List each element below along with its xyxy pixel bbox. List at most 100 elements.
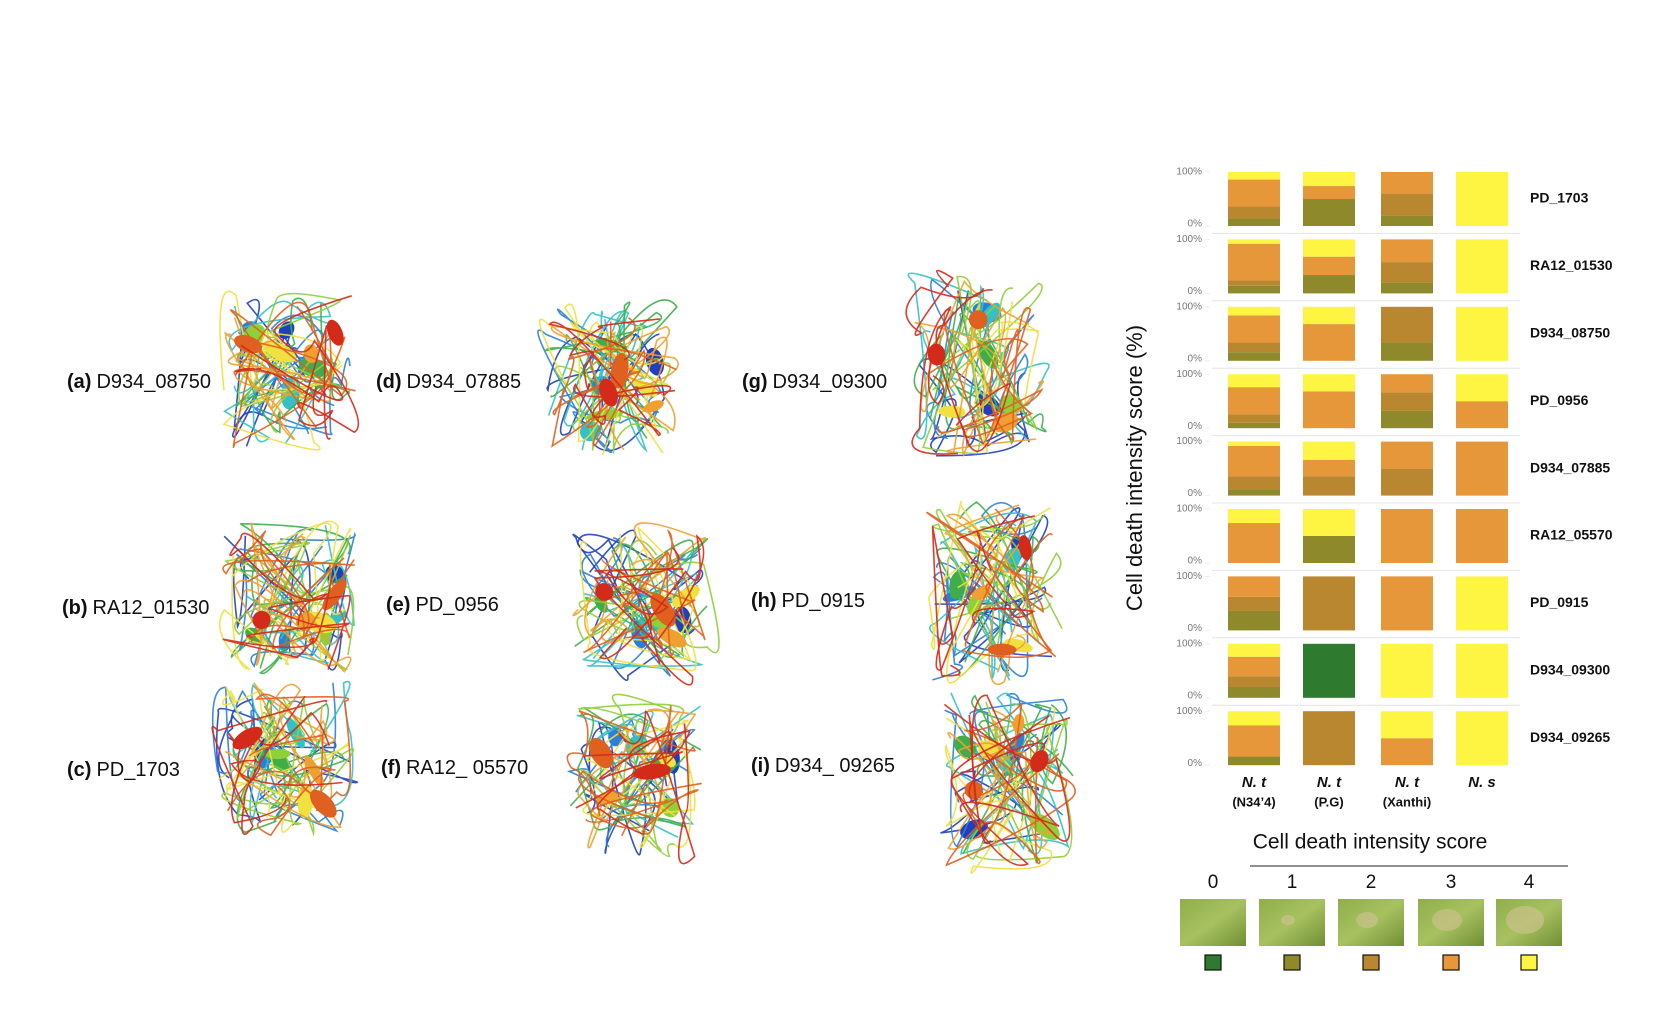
legend-score: 4: [1524, 872, 1535, 893]
protein-coil: [594, 568, 684, 665]
bar-segment: [1303, 576, 1355, 631]
panel-name: RA12_ 05570: [406, 757, 528, 779]
protein-structure: [572, 522, 720, 686]
bar-segment: [1456, 509, 1508, 563]
y-tick-label: 100%: [1176, 301, 1202, 312]
protein-coil: [944, 744, 1050, 828]
protein-helix: [252, 610, 271, 630]
panel-label: (d) D934_07885: [376, 371, 521, 393]
protein-helix: [322, 579, 347, 611]
protein-coil: [905, 269, 985, 336]
protein-coil: [229, 532, 330, 626]
bar-segment: [1381, 643, 1433, 698]
panel-letter: (d): [376, 371, 402, 393]
bar-segment: [1381, 711, 1433, 739]
protein-coil: [246, 594, 351, 670]
protein-coil: [945, 513, 1045, 673]
bar-segment: [1456, 374, 1508, 402]
y-tick-label: 0%: [1188, 758, 1203, 769]
bar-segment: [1228, 352, 1280, 361]
bar-segment: [1303, 459, 1355, 477]
row-label: PD_1703: [1530, 190, 1589, 206]
bar-segment: [1381, 738, 1433, 766]
protein-coil: [242, 588, 352, 673]
panel-label: (i) D934_ 09265: [751, 755, 895, 777]
protein-coil: [630, 708, 697, 752]
bar-segment: [1303, 324, 1355, 361]
y-tick-label: 0%: [1188, 219, 1203, 230]
protein-coil: [630, 561, 720, 654]
protein-helix: [657, 627, 687, 648]
protein-coil: [256, 766, 336, 837]
panel-letter: (c): [67, 759, 91, 781]
protein-coil: [297, 325, 334, 440]
protein-coil: [956, 515, 1036, 625]
bar-segment: [1228, 676, 1280, 687]
bar-segment: [1303, 536, 1355, 563]
panel-name: D934_ 09265: [775, 755, 895, 777]
panel-name: PD_1703: [96, 759, 179, 781]
protein-coil: [962, 736, 1042, 865]
protein-helix: [599, 378, 618, 407]
panel-name: PD_0915: [782, 590, 865, 612]
panel-name: D934_09300: [773, 371, 888, 393]
protein-coil: [964, 701, 1068, 839]
protein-coil: [238, 530, 355, 640]
panel-letter: (h): [751, 590, 777, 612]
protein-helix: [927, 343, 946, 366]
protein-structure: [940, 692, 1076, 874]
protein-coil: [551, 348, 646, 448]
y-tick-label: 0%: [1188, 353, 1203, 364]
legend-score: 2: [1366, 872, 1377, 893]
leaf-lesion: [1356, 912, 1378, 928]
protein-coil: [246, 557, 351, 650]
bar-segment: [1228, 656, 1280, 677]
bar-segment: [1456, 643, 1508, 698]
protein-coil: [211, 695, 328, 835]
protein-coil: [577, 770, 702, 829]
y-tick-label: 0%: [1188, 421, 1203, 432]
panel-name: RA12_01530: [93, 597, 210, 619]
protein-coil: [931, 525, 961, 678]
protein-coil: [215, 707, 351, 824]
bar-segment: [1381, 262, 1433, 283]
protein-helix: [672, 585, 700, 608]
protein-coil: [233, 523, 351, 597]
panel-label: (e) PD_0956: [386, 594, 499, 616]
bar-segment: [1381, 215, 1433, 226]
protein-structure: [926, 500, 1063, 686]
bar-segment: [1228, 422, 1280, 429]
protein-coil: [585, 705, 699, 837]
bar-segment: [1381, 392, 1433, 411]
y-tick-label: 0%: [1188, 556, 1203, 567]
bar-segment: [1381, 374, 1433, 393]
protein-coil: [224, 317, 314, 441]
x-tick-sublabel: (P.G): [1314, 794, 1343, 809]
protein-coil: [937, 358, 1044, 438]
protein-coil: [254, 693, 352, 812]
protein-coil: [950, 716, 1071, 867]
protein-coil: [596, 729, 692, 836]
protein-structure: [219, 290, 360, 451]
bar-segment: [1228, 711, 1280, 726]
protein-coil: [238, 683, 343, 828]
panel-letter: (b): [62, 597, 88, 619]
bar-segment: [1381, 441, 1433, 469]
protein-coil: [958, 530, 1040, 677]
bar-segment: [1303, 441, 1355, 460]
protein-coil: [621, 552, 675, 656]
protein-coil: [959, 694, 1060, 828]
legend-swatch: [1520, 954, 1538, 971]
protein-coil: [234, 689, 339, 833]
x-tick-sublabel: (N34’4): [1232, 794, 1275, 809]
bar-segment: [1228, 441, 1280, 446]
protein-coil: [599, 534, 705, 660]
protein-coil: [563, 303, 664, 456]
bar-segment: [1228, 280, 1280, 286]
x-tick-sublabel: (Xanthi): [1383, 794, 1431, 809]
bar-segment: [1303, 186, 1355, 199]
y-tick-label: 100%: [1176, 638, 1202, 649]
protein-coil: [932, 523, 1063, 649]
bar-segment: [1303, 172, 1355, 187]
